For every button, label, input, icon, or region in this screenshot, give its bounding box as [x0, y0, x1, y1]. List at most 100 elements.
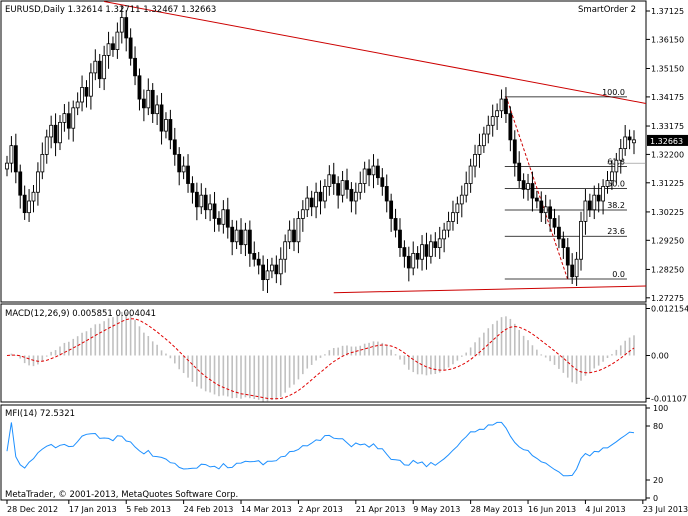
candle-body [486, 124, 491, 135]
date-tick-label: 17 Jan 2013 [69, 505, 117, 514]
candle-body [464, 183, 469, 196]
candle [565, 237, 570, 279]
candle [481, 126, 486, 153]
candle-body [521, 180, 526, 190]
candle-body [119, 17, 124, 33]
candle [124, 10, 129, 52]
candle-body [31, 191, 36, 202]
price-tick-label: 1.34175 [651, 93, 684, 102]
macd-pane[interactable] [0, 303, 647, 403]
candle [539, 191, 544, 222]
candle-body [574, 258, 579, 278]
candle-body [40, 154, 45, 173]
candle-body [539, 200, 544, 214]
candle [177, 147, 182, 186]
candle [203, 187, 208, 220]
candle [53, 113, 58, 157]
candle-body [292, 229, 296, 243]
candle-body [610, 171, 614, 182]
candle [208, 194, 213, 222]
candle-body [66, 113, 71, 129]
candle [534, 190, 539, 209]
candle [102, 45, 107, 91]
candle-body [111, 43, 115, 50]
candle [44, 129, 49, 164]
candle-body [247, 229, 252, 254]
candle [221, 200, 226, 234]
candle-body [384, 186, 389, 202]
candle-body [446, 220, 451, 231]
fibo-level-label: 38.2 [607, 201, 625, 210]
candle [433, 232, 438, 257]
candle [283, 234, 288, 273]
candle [274, 255, 279, 284]
candle [252, 241, 257, 267]
candle [605, 171, 610, 194]
candle-body [508, 113, 513, 141]
current-price-text: 1.32663 [650, 137, 683, 146]
candle-body [278, 258, 283, 275]
candle-body [389, 200, 394, 219]
candle-body [402, 247, 407, 257]
date-tick-label: 2 Apr 2013 [298, 505, 342, 514]
candle-body [627, 136, 632, 141]
candle [84, 80, 89, 108]
candle [331, 162, 336, 195]
candle-body [367, 168, 371, 176]
candle [190, 176, 195, 204]
candle [530, 171, 535, 212]
candle [389, 193, 394, 232]
candle-body [137, 75, 142, 100]
macd-label: MACD(12,26,9) 0.005851 0.004041 [5, 309, 156, 319]
candle [287, 220, 292, 250]
mfi-tick-label: 80 [653, 422, 663, 431]
candle [371, 154, 376, 189]
candle-body [433, 241, 438, 248]
candle-body [128, 37, 133, 59]
candle [526, 173, 530, 201]
candle [186, 154, 190, 193]
candle [587, 193, 592, 218]
expert-advisor-name[interactable]: SmartOrder 2 [578, 5, 636, 15]
price-tick-label: 1.31225 [651, 179, 684, 188]
macd-tick-label: 0.00 [651, 352, 669, 361]
candle [420, 235, 424, 271]
candle-body [565, 247, 570, 266]
candle-body [345, 180, 349, 190]
price-tick-label: 1.33175 [651, 122, 684, 131]
candle-body [71, 107, 76, 129]
date-tick-label: 9 May 2013 [413, 505, 460, 514]
candle-body [583, 200, 588, 222]
candle [212, 191, 217, 232]
candle [437, 226, 442, 259]
candle-body [353, 191, 358, 202]
candle [610, 159, 614, 190]
candle [517, 151, 522, 188]
candle [415, 246, 420, 269]
candle [261, 255, 265, 291]
candle [181, 156, 186, 180]
candle-body [376, 165, 380, 179]
price-pane[interactable] [0, 0, 647, 303]
candle [58, 115, 62, 151]
candle-body [596, 194, 601, 202]
candle [71, 100, 76, 142]
candle-body [605, 180, 610, 187]
candle [256, 251, 261, 275]
mfi-tick-label: 20 [653, 476, 663, 485]
candle-body [557, 226, 561, 240]
candle [592, 185, 597, 220]
candle-body [398, 229, 402, 248]
candle-body [270, 264, 274, 272]
candle [75, 92, 80, 116]
chart-title: EURUSD,Daily 1.32614 1.32711 1.32467 1.3… [5, 5, 216, 15]
candle [406, 246, 411, 282]
candle [97, 53, 102, 89]
candle-body [208, 203, 213, 211]
candle [93, 49, 98, 81]
candle [446, 211, 451, 238]
mfi-pane[interactable] [0, 404, 647, 501]
candle-body [340, 180, 345, 196]
